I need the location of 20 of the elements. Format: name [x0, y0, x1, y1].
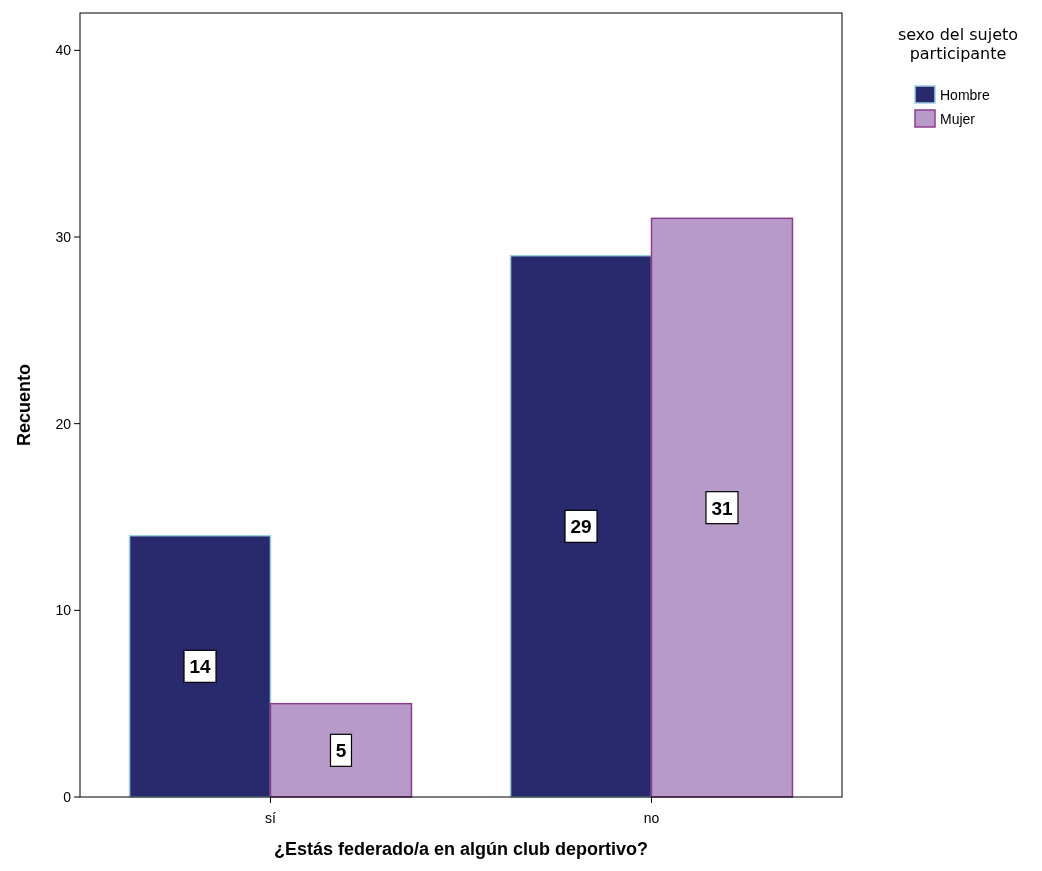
bar [269, 702, 413, 798]
legend-title: sexo del sujeto participante [897, 25, 1019, 63]
x-tick-label: sí [265, 810, 277, 826]
data-label: 14 [189, 656, 212, 678]
x-axis-title: ¿Estás federado/a en algún club deportivo? [273, 839, 649, 859]
legend-label: Mujer [940, 111, 976, 127]
y-tick-label: 10 [55, 602, 72, 619]
y-tick-label: 20 [55, 415, 72, 432]
y-tick-label: 0 [63, 789, 72, 805]
bar [650, 217, 794, 798]
data-label: 29 [570, 516, 592, 538]
x-tick-label: no [643, 810, 660, 826]
y-tick-label: 40 [55, 42, 72, 59]
y-axis-title: Recuento [14, 363, 34, 447]
legend-label: Hombre [940, 87, 991, 103]
data-label: 31 [711, 497, 733, 519]
bar [509, 254, 653, 798]
bar [128, 534, 272, 798]
y-tick-label: 30 [55, 229, 72, 245]
data-label: 5 [335, 740, 347, 762]
